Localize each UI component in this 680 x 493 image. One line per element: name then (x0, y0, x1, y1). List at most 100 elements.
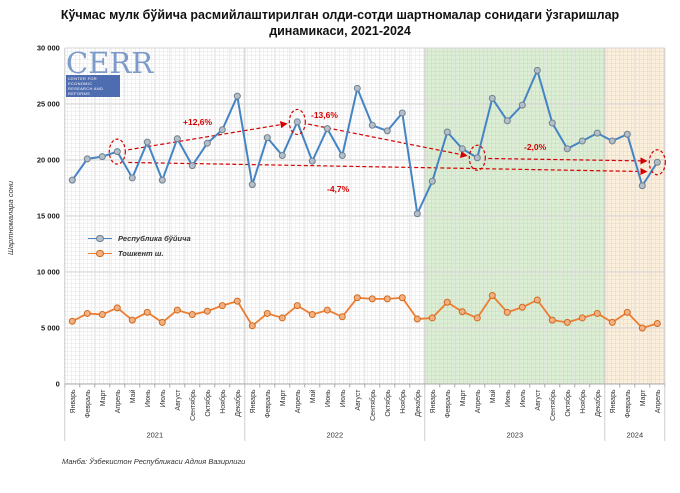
data-point (338, 152, 346, 160)
x-month-label: Июнь (505, 389, 512, 407)
data-point (353, 84, 361, 92)
data-point (473, 154, 481, 162)
chart-title: Кўчмас мулк бўйича расмийлаштирилган олд… (60, 8, 620, 39)
x-month-label: Октябрь (384, 389, 392, 416)
x-month-label: Июнь (145, 389, 152, 407)
data-point (428, 314, 436, 322)
annotation-change-2022-2023: -13,6% (311, 110, 338, 120)
cerr-logo-tagline-line1: Center for Economic (68, 76, 97, 86)
data-point (578, 314, 586, 322)
data-point (398, 109, 406, 117)
data-point (548, 119, 556, 127)
x-month-label: Июнь (325, 389, 332, 407)
y-tick-label: 0 (56, 380, 60, 389)
x-year-label: 2022 (326, 431, 343, 440)
x-month-label: Декабрь (234, 389, 242, 417)
data-point (368, 121, 376, 129)
x-month-label: Май (129, 389, 137, 403)
data-point (173, 306, 181, 314)
x-month-label: Ноябрь (399, 389, 407, 414)
y-tick-label: 5 000 (41, 324, 60, 333)
x-month-label: Январь (250, 389, 257, 413)
data-point (248, 181, 256, 189)
x-year-label: 2023 (506, 431, 523, 440)
data-point (623, 130, 631, 138)
data-point (68, 176, 76, 184)
data-point (158, 318, 166, 326)
trend-line (488, 157, 648, 165)
data-point (113, 304, 121, 312)
data-point (203, 139, 211, 147)
data-point (368, 295, 376, 303)
x-month-label: Август (175, 389, 182, 411)
data-point (428, 177, 436, 185)
x-month-label: Май (309, 389, 317, 403)
x-month-label: Февраль (445, 389, 452, 418)
data-point (98, 311, 106, 319)
legend: Республика бўйича Тошкент ш. (88, 231, 191, 261)
data-point (278, 314, 286, 322)
x-month-label: Апрель (295, 389, 302, 413)
data-point (653, 320, 661, 328)
x-month-label: Октябрь (564, 389, 572, 416)
data-point (263, 309, 271, 317)
x-year-label: 2024 (626, 431, 643, 440)
data-point (353, 294, 361, 302)
legend-label-republic: Республика бўйича (118, 234, 191, 243)
data-point (503, 117, 511, 125)
y-axis-title: Шартномалара сони (6, 180, 15, 255)
data-point (98, 153, 106, 161)
data-point (608, 318, 616, 326)
x-month-label: Сентябрь (369, 389, 377, 421)
data-point (488, 292, 496, 300)
data-point (218, 126, 226, 134)
data-point (488, 94, 496, 102)
x-month-label: Январь (70, 389, 77, 413)
trend-line (128, 121, 288, 151)
data-point (278, 152, 286, 160)
data-point (383, 295, 391, 303)
x-month-label: Ноябрь (219, 389, 227, 414)
cerr-logo-tagline: Center for Economic Research and Reforms (66, 75, 120, 97)
cerr-logo-tagline-line2: Research and Reforms (68, 86, 104, 96)
data-point (83, 155, 91, 163)
x-month-label: Март (280, 389, 287, 407)
x-year-label: 2021 (146, 431, 163, 440)
data-point (413, 315, 421, 323)
x-month-label: Август (535, 389, 542, 411)
x-month-label: Февраль (625, 389, 632, 418)
annotation-change-2021-2024: -4,7% (327, 184, 350, 194)
data-point (263, 134, 271, 142)
data-point (413, 210, 421, 218)
trend-line (307, 123, 468, 158)
data-point (293, 118, 301, 126)
data-point (128, 174, 136, 182)
data-point (533, 296, 541, 304)
x-month-label: Октябрь (204, 389, 212, 416)
legend-marker-republic (88, 234, 112, 243)
source-note: Манба: Ўзбекистон Республикаси Адлия Ваз… (62, 457, 246, 466)
legend-marker-tashkent (88, 249, 112, 258)
data-point (533, 66, 541, 74)
data-point (548, 316, 556, 324)
data-point (143, 308, 151, 316)
x-month-label: Январь (610, 389, 617, 413)
x-month-label: Июль (160, 389, 167, 407)
data-point (563, 145, 571, 153)
x-month-label: Декабрь (594, 389, 602, 417)
series-line-1 (71, 294, 658, 329)
data-point (173, 135, 181, 143)
legend-label-tashkent: Тошкент ш. (118, 249, 164, 258)
y-tick-label: 10 000 (37, 268, 60, 277)
data-point (323, 306, 331, 314)
data-point (473, 314, 481, 322)
x-month-label: Декабрь (414, 389, 422, 417)
x-month-label: Ноябрь (579, 389, 587, 414)
x-month-label: Апрель (115, 389, 122, 413)
series-line-0 (71, 69, 659, 215)
data-point (518, 303, 526, 311)
x-month-label: Июль (520, 389, 527, 407)
legend-item-tashkent: Тошкент ш. (88, 246, 191, 261)
